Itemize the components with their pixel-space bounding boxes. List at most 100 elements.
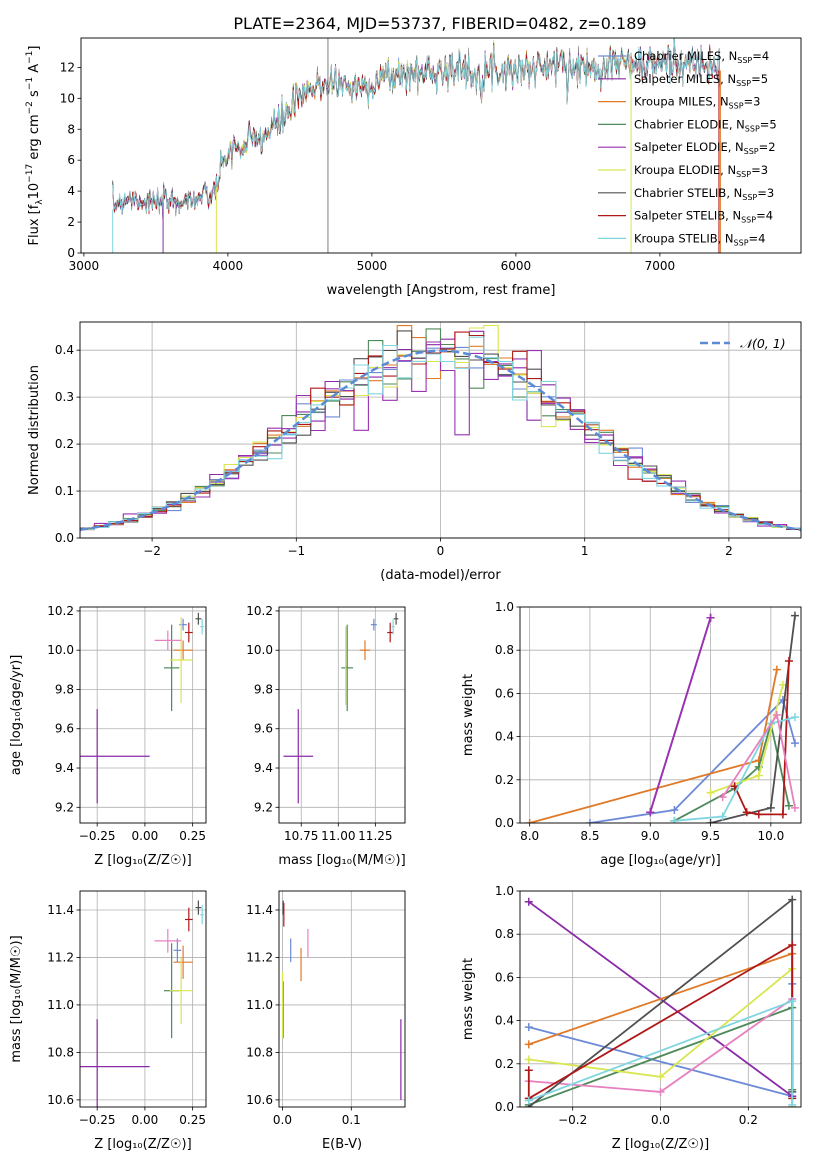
weight-marker [778, 810, 787, 819]
legend-label-text: Salpeter ELODIE, N [634, 140, 744, 154]
y-label-part: −2 [25, 101, 35, 114]
weight-marker [718, 793, 727, 802]
y-tick-label: 9.4 [254, 761, 273, 775]
weight-marker [790, 739, 799, 748]
legend-label-value: =5 [760, 117, 777, 131]
y-tick-label: 1.0 [495, 600, 514, 614]
x-axis-label: age [log₁₀(age/yr)] [600, 853, 721, 868]
weight-marker [788, 895, 797, 904]
legend-label-text: Salpeter STELIB, N [634, 209, 741, 223]
gaussian-curve [80, 349, 801, 532]
x-axis-label: wavelength [Angstrom, rest frame] [327, 283, 556, 298]
legend-label-sub: SSP [729, 102, 744, 111]
weight-marker [524, 1055, 533, 1064]
weight-marker [525, 819, 534, 823]
x-axis-label: Z [log₁₀(Z/Z☉)] [94, 853, 191, 868]
mass_vs_Z-axes: −0.25 0.00 0.25 10.6 10.8 11.0 11.2 11.4 [47, 891, 206, 1127]
weight-marker [772, 665, 781, 674]
axes-frame [80, 37, 802, 254]
legend-label: Salpeter STELIB, NSSP=4 [634, 209, 773, 225]
y-tick-label: 9.2 [55, 800, 74, 814]
weight-marker [766, 803, 775, 812]
weight-marker [524, 1066, 533, 1075]
y-tick-label: 0.8 [495, 643, 514, 657]
weight-marker [670, 816, 679, 823]
y-tick-label: 11.2 [246, 950, 273, 964]
y-label-part: ] [27, 46, 42, 51]
weight_vs_age-axes: 8.0 8.5 9.0 9.5 10.0 0.0 0.2 0.4 0.6 0.8 1.0 [495, 600, 801, 843]
spectrum-lines [112, 38, 721, 253]
legend-label: Salpeter ELODIE, NSSP=2 [634, 140, 776, 156]
y-tick-label: 11.2 [47, 950, 74, 964]
y-tick-label: 9.4 [55, 761, 74, 775]
weight-marker [788, 997, 797, 1006]
axes-frame [79, 890, 207, 1108]
y-label-part: −1 [25, 77, 35, 90]
x-tick-label: 1 [581, 544, 589, 558]
axes-frame [519, 890, 802, 1108]
legend-label-text: Kroupa MILES, N [634, 95, 729, 109]
y-tick-label: 9.8 [55, 682, 74, 696]
y-label-part: −17 [25, 164, 35, 183]
weight-marker [754, 771, 763, 780]
x-tick-label: 11.00 [321, 829, 355, 843]
weight-marker [656, 1087, 665, 1096]
y-label-part: −1 [25, 51, 35, 64]
x-tick-label: 0.25 [179, 1113, 206, 1127]
legend-label: 𝒩(0, 1) [740, 336, 786, 351]
y-tick-label: 10.6 [246, 1093, 273, 1107]
y-tick-label: 9.6 [55, 722, 74, 736]
age_vs_mass-points [283, 612, 399, 804]
y-tick-label: 12 [60, 60, 75, 74]
axes-frame [79, 321, 802, 539]
weight-marker [788, 941, 797, 949]
x-axis-label: Z [log₁₀(Z/Z☉)] [612, 1137, 709, 1152]
x-tick-label: 8.5 [580, 829, 599, 843]
weight-marker [790, 803, 799, 812]
y-tick-label: 10.6 [47, 1093, 74, 1107]
x-tick-label: −1 [287, 544, 305, 558]
axes-frame [79, 606, 207, 824]
y-tick-label: 10.2 [47, 604, 74, 618]
x-tick-label: 11.25 [358, 829, 392, 843]
y-tick-label: 0.2 [495, 773, 514, 787]
legend-label-value: =2 [759, 140, 776, 154]
legend-label-text: Salpeter MILES, N [634, 72, 736, 86]
legend-label-value: =3 [744, 95, 761, 109]
weight-marker [585, 819, 594, 823]
y-tick-label: 9.8 [254, 682, 273, 696]
weight-marker [742, 808, 751, 817]
plots-group: 3000 4000 5000 6000 7000024681012wavelength … [9, 37, 802, 1152]
mass_vs_EBV-points [281, 900, 402, 1100]
age_vs_mass-axes: 10.75 11.00 11.25 9.2 9.4 9.6 9.8 10.0 10.2 [246, 604, 405, 843]
figure-title: PLATE=2364, MJD=53737, FIBERID=0482, z=0… [233, 14, 646, 33]
y-tick-label: 0.6 [495, 970, 514, 984]
y-tick-label: 11.4 [246, 903, 273, 917]
legend-label-sub: SSP [745, 124, 760, 133]
weight-marker [784, 801, 793, 810]
legend-label: Chabrier STELIB, NSSP=3 [634, 186, 774, 202]
x-tick-label: 0.00 [132, 1113, 159, 1127]
y-axis-label: Flux [fλ10−17 erg cm−2 s−1 A−1] [25, 46, 45, 246]
legend-label-value: =4 [756, 209, 773, 223]
y-tick-label: 0 [67, 246, 75, 260]
y-axis-label: Normed distribution [27, 365, 42, 495]
weight-marker [788, 1100, 797, 1107]
weight-marker [754, 810, 763, 819]
weight-marker [524, 1023, 533, 1032]
legend-label-text: Chabrier ELODIE, N [634, 117, 745, 131]
legend-label-sub: SSP [744, 147, 759, 156]
y-label-part: 10 [27, 183, 42, 200]
y-tick-label: 0.2 [495, 1057, 514, 1071]
weight-series [710, 615, 796, 823]
legend-label: Kroupa MILES, NSSP=3 [634, 95, 760, 111]
axes-frame [278, 890, 406, 1108]
y-tick-label: 10.0 [47, 643, 74, 657]
x-axis-label: mass [log₁₀(M/M☉)] [278, 853, 405, 868]
weight-marker [524, 1040, 533, 1049]
spectrum-axes: 3000 4000 5000 6000 7000 0 2 4 6 8 10 12 [60, 60, 675, 273]
x-tick-label: 10.0 [757, 829, 784, 843]
x-axis-label: E(B-V) [322, 1137, 362, 1152]
y-tick-label: 10.8 [246, 1045, 273, 1059]
